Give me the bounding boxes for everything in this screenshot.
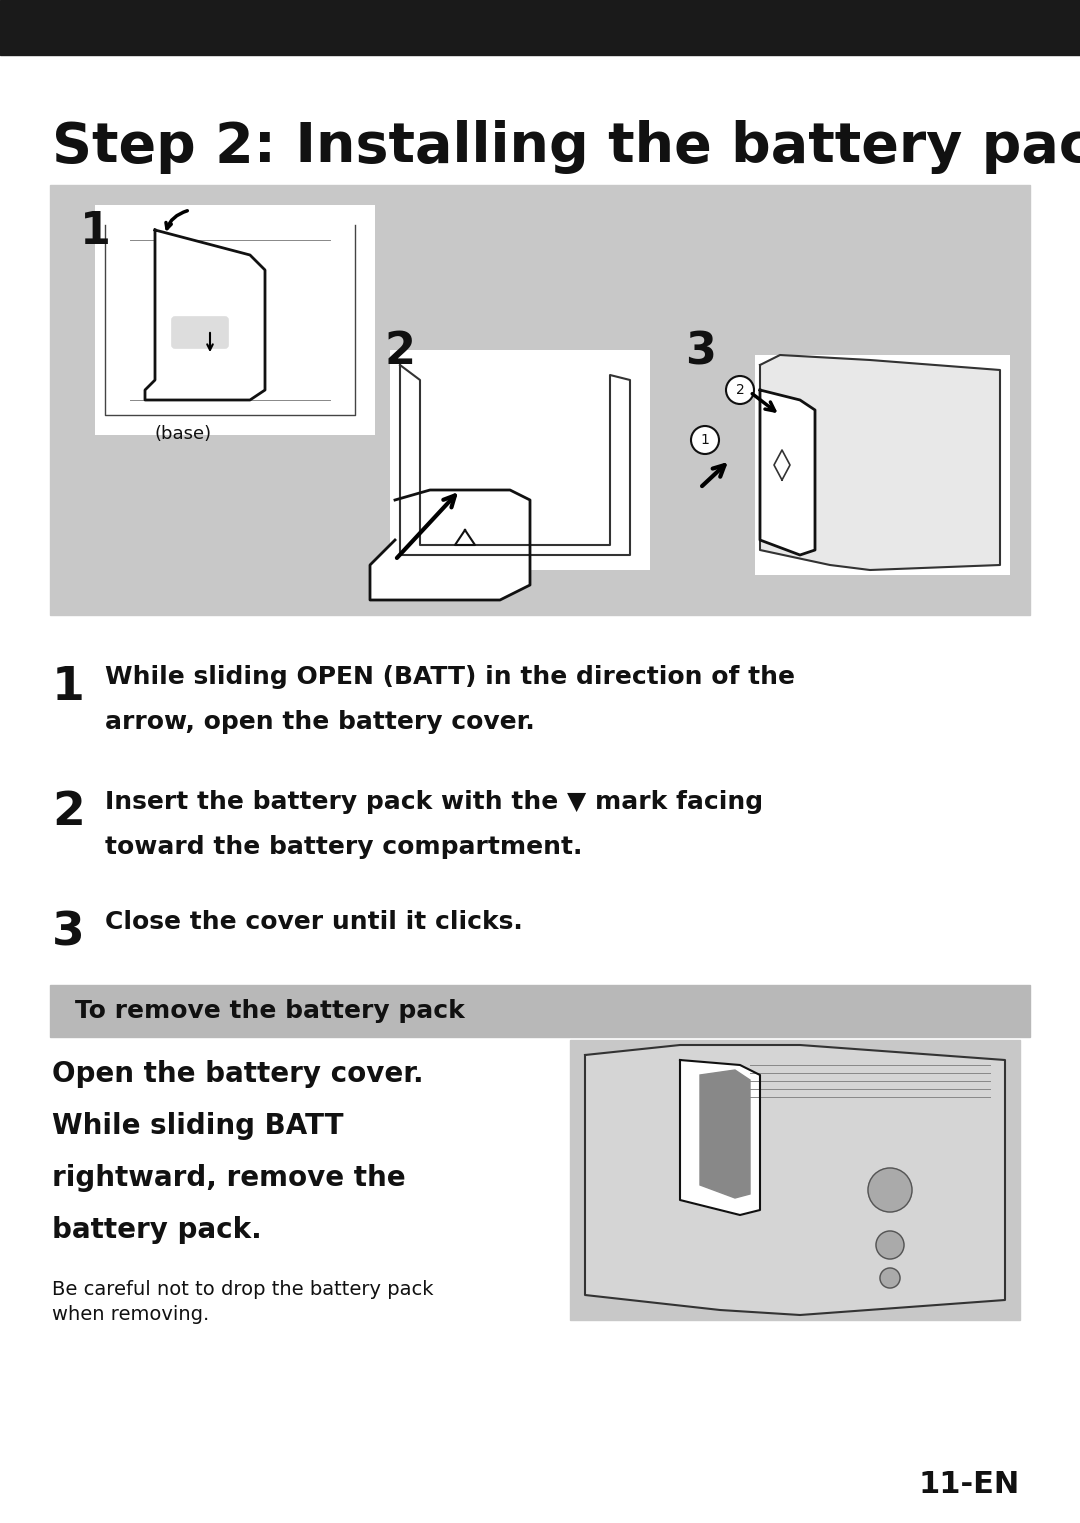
Text: (base): (base) xyxy=(156,425,212,443)
Polygon shape xyxy=(370,490,530,600)
Polygon shape xyxy=(760,355,1000,570)
Polygon shape xyxy=(700,1071,750,1199)
Text: 2: 2 xyxy=(52,790,85,835)
Text: Insert the battery pack with the ▼ mark facing: Insert the battery pack with the ▼ mark … xyxy=(105,790,764,813)
Text: While sliding BATT: While sliding BATT xyxy=(52,1112,343,1141)
Polygon shape xyxy=(585,1045,1005,1314)
Bar xyxy=(50,184,1030,615)
Circle shape xyxy=(691,426,719,454)
Bar xyxy=(0,0,1080,55)
Text: when removing.: when removing. xyxy=(52,1305,210,1323)
Text: 1: 1 xyxy=(701,433,710,446)
Text: To remove the battery pack: To remove the battery pack xyxy=(75,999,464,1023)
Circle shape xyxy=(726,376,754,404)
Text: Close the cover until it clicks.: Close the cover until it clicks. xyxy=(105,911,523,934)
Circle shape xyxy=(880,1269,900,1288)
Bar xyxy=(50,985,1030,1037)
Text: 1: 1 xyxy=(52,666,85,710)
Polygon shape xyxy=(760,390,815,554)
Text: 2: 2 xyxy=(384,330,416,373)
Text: toward the battery compartment.: toward the battery compartment. xyxy=(105,835,582,859)
Text: rightward, remove the: rightward, remove the xyxy=(52,1164,406,1193)
Bar xyxy=(95,206,375,436)
Polygon shape xyxy=(680,1060,760,1215)
Bar xyxy=(390,350,650,570)
Text: Open the battery cover.: Open the battery cover. xyxy=(52,1060,423,1087)
Text: While sliding OPEN (BATT) in the direction of the: While sliding OPEN (BATT) in the directi… xyxy=(105,666,795,688)
Polygon shape xyxy=(145,230,265,401)
Text: Be careful not to drop the battery pack: Be careful not to drop the battery pack xyxy=(52,1279,433,1299)
Text: 3: 3 xyxy=(685,330,716,373)
Text: 2: 2 xyxy=(735,382,744,398)
Text: arrow, open the battery cover.: arrow, open the battery cover. xyxy=(105,710,535,734)
Text: battery pack.: battery pack. xyxy=(52,1215,261,1244)
Circle shape xyxy=(868,1168,912,1212)
Circle shape xyxy=(876,1231,904,1260)
Bar xyxy=(755,355,1010,576)
Text: 3: 3 xyxy=(52,911,84,955)
Text: 1: 1 xyxy=(80,210,111,253)
Text: Step 2: Installing the battery pack: Step 2: Installing the battery pack xyxy=(52,120,1080,174)
Text: 11-EN: 11-EN xyxy=(919,1470,1020,1499)
FancyBboxPatch shape xyxy=(172,317,228,347)
Bar xyxy=(570,1040,1020,1320)
Polygon shape xyxy=(400,366,630,554)
